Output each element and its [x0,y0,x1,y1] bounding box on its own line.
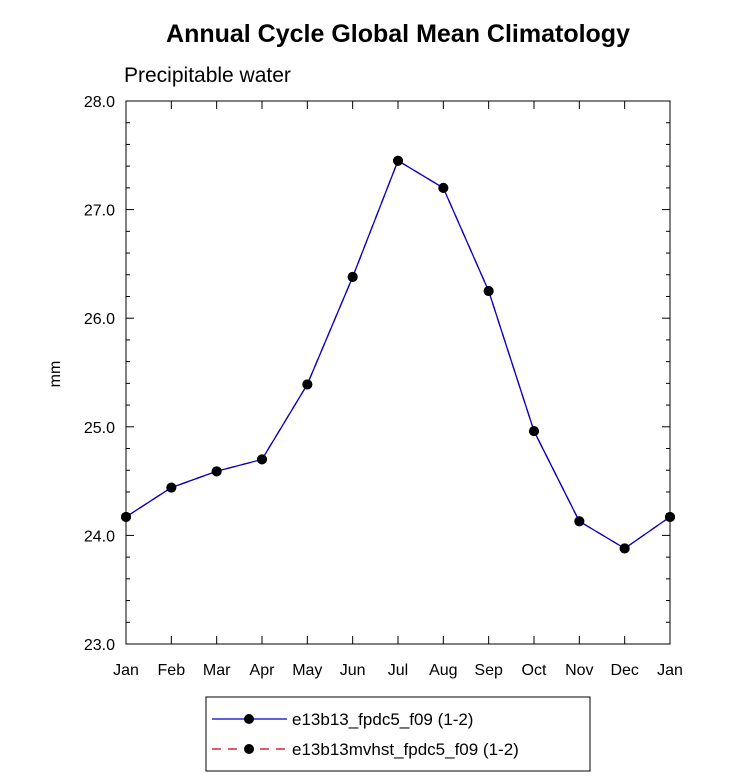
y-tick-label: 23.0 [84,637,115,654]
y-tick-label: 28.0 [84,94,115,111]
x-tick-label: Jun [340,662,366,679]
data-point-s2-jul [393,155,403,166]
data-point-s2-oct [529,426,539,437]
data-point-s2-mar [211,466,222,477]
x-tick-label: Apr [250,662,276,679]
x-tick-label: Feb [158,662,186,679]
data-point-s2-nov [574,516,585,527]
x-tick-label: Sep [474,662,503,679]
legend-label-1: e13b13_fpdc5_f09 (1-2) [292,710,473,729]
x-tick-label: Nov [565,662,593,679]
data-point-s2-dec [619,543,630,554]
y-tick-label: 24.0 [84,528,115,545]
legend-label-2: e13b13mvhst_fpdc5_f09 (1-2) [292,740,519,759]
x-tick-label: Jul [388,662,408,679]
data-point-s2-jan [665,511,675,522]
data-point-s2-jun [347,271,358,282]
series-points [121,155,675,554]
legend-box [205,696,591,772]
data-point-s2-feb [166,482,177,493]
x-tick-label: Oct [522,662,547,679]
series-line-1 [125,159,671,550]
axis-ticks [125,100,671,645]
x-tick-label: Mar [203,662,231,679]
data-point-s2-apr [257,454,267,465]
x-tick-label: Jan [657,662,683,679]
chart-subtitle: Precipitable water [124,64,291,87]
y-axis-label: mm [47,361,64,388]
plot-frame [125,100,671,645]
x-tick-label: Aug [429,662,457,679]
series-lines [125,159,671,550]
y-tick-label: 25.0 [84,420,115,437]
chart-title: Annual Cycle Global Mean Climatology [166,20,630,48]
legend-marker-2 [244,744,254,754]
x-tick-labels: Jan Feb Mar Apr May Jun Jul Aug Sep Oct Nov Dec Jan [113,662,683,679]
data-point-s2-may [302,379,313,390]
y-tick-label: 27.0 [84,203,115,220]
series-line-2 [125,159,671,550]
legend-marker-1 [244,714,254,724]
x-tick-label: May [292,662,322,679]
y-tick-labels: 23.0 24.0 25.0 26.0 27.0 28.0 [84,94,115,654]
data-point-s2-jan [121,511,131,522]
legend: e13b13_fpdc5_f09 (1-2) e13b13mvhst_fpdc5… [205,696,591,772]
x-tick-label: Dec [610,662,638,679]
y-tick-label: 26.0 [84,311,115,328]
data-point-s2-aug [438,182,449,193]
data-point-s2-sep [483,286,494,297]
x-tick-label: Jan [113,662,139,679]
